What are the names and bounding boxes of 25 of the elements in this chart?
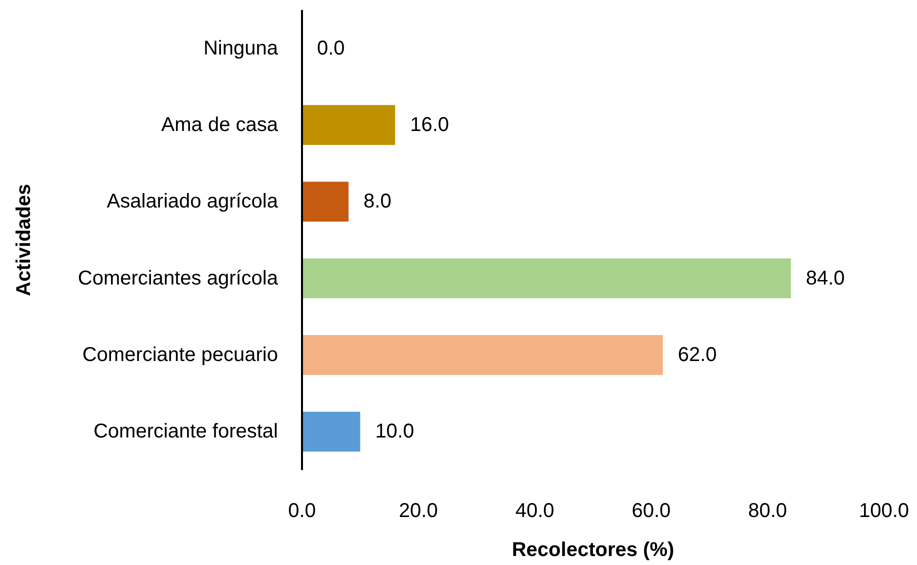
x-tick-label: 40.0 — [515, 500, 554, 522]
x-tick-label: 80.0 — [748, 500, 788, 522]
x-tick-label: 20.0 — [398, 500, 438, 522]
y-tick-label: Ninguna — [203, 37, 279, 60]
y-tick-label: Comerciante forestal — [93, 420, 278, 443]
y-tick-label: Comerciantes agrícola — [78, 267, 279, 290]
x-tick-label: 60.0 — [632, 500, 671, 522]
y-axis-title: Actividades — [13, 184, 35, 296]
data-label: 8.0 — [364, 190, 392, 213]
bar — [302, 335, 663, 375]
x-tick-label: 0.0 — [288, 500, 316, 522]
data-label: 62.0 — [678, 344, 717, 366]
data-label: 0.0 — [317, 37, 345, 60]
y-tick-label: Asalariado agrícola — [106, 190, 279, 213]
y-tick-label: Ama de casa — [161, 114, 279, 136]
data-label: 84.0 — [806, 267, 845, 290]
data-label: 10.0 — [375, 420, 414, 443]
bar — [302, 105, 396, 145]
bar — [302, 182, 349, 222]
bar — [302, 412, 360, 452]
x-axis-title: Recolectores (%) — [512, 539, 674, 561]
x-tick-label: 100.0 — [858, 500, 910, 522]
y-tick-label: Comerciante pecuario — [82, 344, 278, 366]
data-label: 16.0 — [410, 114, 450, 136]
bar — [302, 258, 791, 298]
